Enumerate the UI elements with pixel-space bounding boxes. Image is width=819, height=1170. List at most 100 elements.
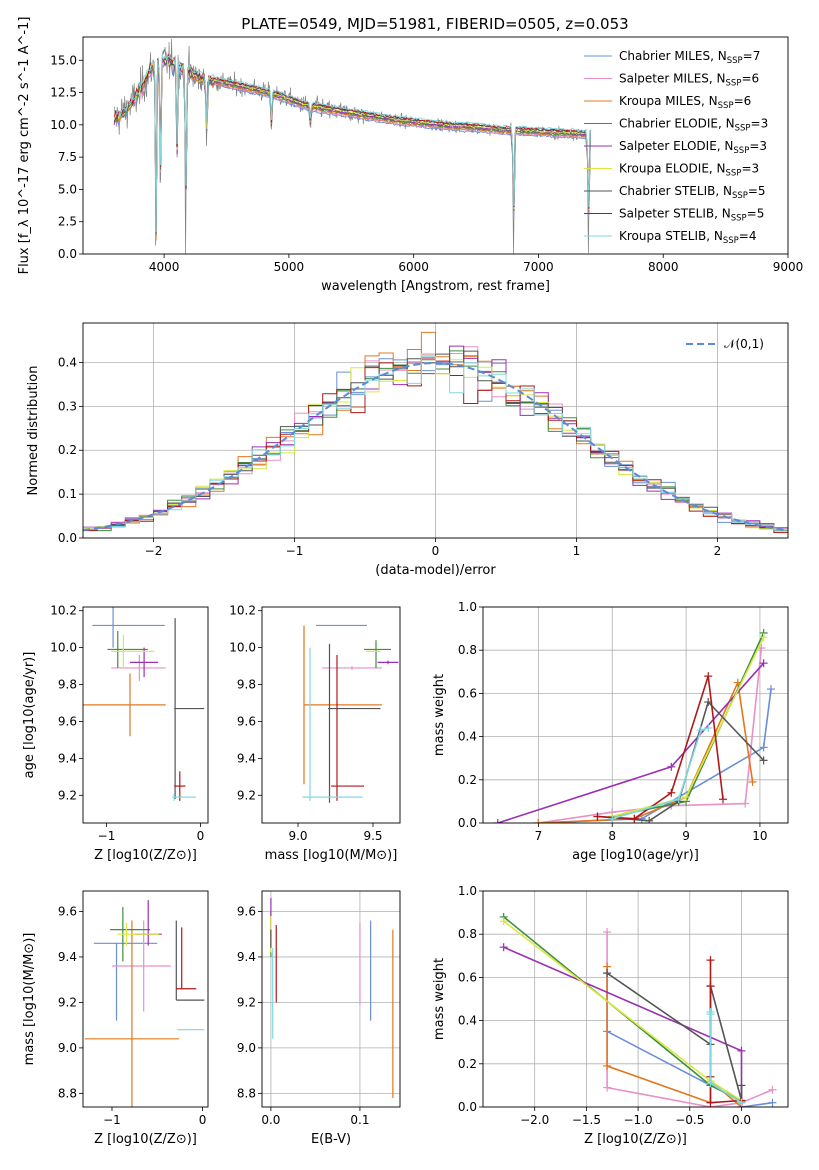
panel-mass_vs_ebv: 0.0 0.1 8.8 9.0 9.2 9.4 9.6 E(B-V) [237,890,401,1147]
y-tick-label: 9.4 [58,950,77,964]
x-axis-label: Z [log10(Z/Z⊙)] [94,848,197,863]
y-tick-label: 8.8 [237,1086,256,1100]
y-tick-label: 0.6 [458,686,477,700]
x-tick-label: 2 [714,544,722,558]
plot-area [83,331,788,534]
y-tick-label: 0.0 [458,1100,477,1114]
axes-frame [482,606,789,824]
axes-frame [261,890,401,1108]
y-tick-label: 9.8 [58,678,77,692]
figure-title: PLATE=0549, MJD=51981, FIBERID=0505, z=0… [241,15,628,33]
y-tick-label: 0.4 [58,355,77,369]
plot-area [113,38,592,254]
x-tick-label: 8 [608,829,616,843]
x-tick-label: −2.0 [520,1113,549,1127]
y-tick-label: 9.6 [58,904,77,918]
weight-series-line [538,679,754,823]
x-tick-label: 10 [752,829,767,843]
y-tick-label: 9.2 [58,788,77,802]
x-tick-label: 7 [535,829,543,843]
legend-entry: Chabrier STELIB, NSSP=5 [619,184,766,201]
legend-text: Kroupa ELODIE, N [619,162,726,176]
y-tick-label: 10.2 [229,604,256,618]
y-tick-label: 10.0 [229,641,256,655]
panel-weight_vs_age: 7 8 9 10 0.0 0.2 0.4 0.6 0.8 1.0 age [log10(age/yr… [432,600,789,863]
panel-age_vs_mass: 9.0 9.5 9.2 9.4 9.6 9.8 10.0 10.2 mass [log10(M/… [229,604,401,863]
x-tick-label: 5000 [274,260,305,274]
x-tick-label: −2 [145,544,163,558]
plot-area [302,624,399,803]
weight-series-line [709,1012,742,1104]
legend-entry: Kroupa MILES, NSSP=6 [619,94,751,111]
y-tick-label: 1.0 [458,600,477,614]
x-tick-label: 7000 [523,260,554,274]
y-tick-label: 0.6 [458,970,477,984]
y-tick-label: 9.2 [237,995,256,1009]
model-spectrum-line [114,54,591,233]
legend-subscript: SSP [735,124,751,134]
weight-series-line [538,688,772,823]
legend-text: Chabrier STELIB, N [619,184,732,198]
y-tick-label: 15.0 [50,53,77,67]
x-tick-label: 0.0 [732,1113,751,1127]
x-axis-label: Z [log10(Z/Z⊙)] [94,1132,197,1147]
x-tick-label: 9.0 [288,829,307,843]
legend-text: Salpeter STELIB, N [619,207,731,221]
axes-frame [82,36,789,255]
x-tick-label: −1 [286,544,304,558]
y-tick-label: 0.8 [458,927,477,941]
x-tick-label: 4000 [149,260,180,274]
y-tick-label: 9.6 [237,904,256,918]
x-axis-label: Z [log10(Z/Z⊙)] [584,1132,687,1147]
y-tick-label: 9.4 [237,751,256,765]
plot-area [493,628,776,823]
legend-count: =5 [748,184,766,198]
legend-count: =3 [749,139,767,153]
x-axis-label: E(B-V) [311,1132,351,1147]
legend-entry: Salpeter STELIB, NSSP=5 [619,207,764,224]
y-tick-label: 0.2 [58,443,77,457]
legend-text: Salpeter ELODIE, N [619,139,733,153]
plot-area [499,912,777,1107]
panel-spectrum: 4000 5000 6000 7000 8000 9000 0.0 2.5 5.0 7.5 10.0… [17,17,803,294]
y-tick-label: 10.0 [50,118,77,132]
legend-subscript: SSP [732,191,748,201]
x-axis-label: age [log10(age/yr)] [572,848,699,863]
panel-residuals: −2 −1 0 1 2 0.0 0.1 0.2 0.3 0.4 (data-model)/error… [26,322,789,578]
y-tick-label: 0.4 [458,730,477,744]
normal-curve [83,361,788,532]
weight-series-line [606,972,743,1101]
y-tick-label: 0.0 [58,531,77,545]
y-tick-label: 9.0 [237,1041,256,1055]
x-tick-label: 1 [573,544,581,558]
y-tick-label: 10.2 [50,604,77,618]
legend-subscript: SSP [723,236,739,246]
x-tick-label: −1 [103,1113,121,1127]
legend-text: Chabrier MILES, N [619,49,727,63]
y-tick-label: 9.6 [237,714,256,728]
y-tick-label: 5.0 [58,182,77,196]
panel-age_vs_Z: −1 0 9.2 9.4 9.6 9.8 10.0 10.2 Z [log10(Z/Z⊙)] ag… [22,604,209,863]
y-tick-label: 0.4 [458,1014,477,1028]
y-axis-label: Normed distribution [26,366,41,496]
y-tick-label: 9.4 [237,950,256,964]
x-tick-label: 9.5 [363,829,382,843]
legend-count: =3 [741,162,759,176]
legend-subscript: SSP [733,146,749,156]
x-tick-label: 9000 [773,260,804,274]
y-tick-label: 9.8 [237,678,256,692]
plot-area [83,607,205,801]
legend-count: =3 [751,117,769,131]
axes-frame [261,606,401,824]
legend-text: Salpeter MILES, N [619,72,726,86]
y-tick-label: 1.0 [458,884,477,898]
y-tick-label: 9.2 [58,995,77,1009]
axes-frame [482,890,789,1108]
y-tick-label: 9.4 [58,751,77,765]
y-tick-label: 2.5 [58,215,77,229]
y-tick-label: 9.6 [58,714,77,728]
x-tick-label: 0.1 [350,1113,369,1127]
x-tick-label: −1.5 [572,1113,601,1127]
weight-series-line [611,727,709,820]
